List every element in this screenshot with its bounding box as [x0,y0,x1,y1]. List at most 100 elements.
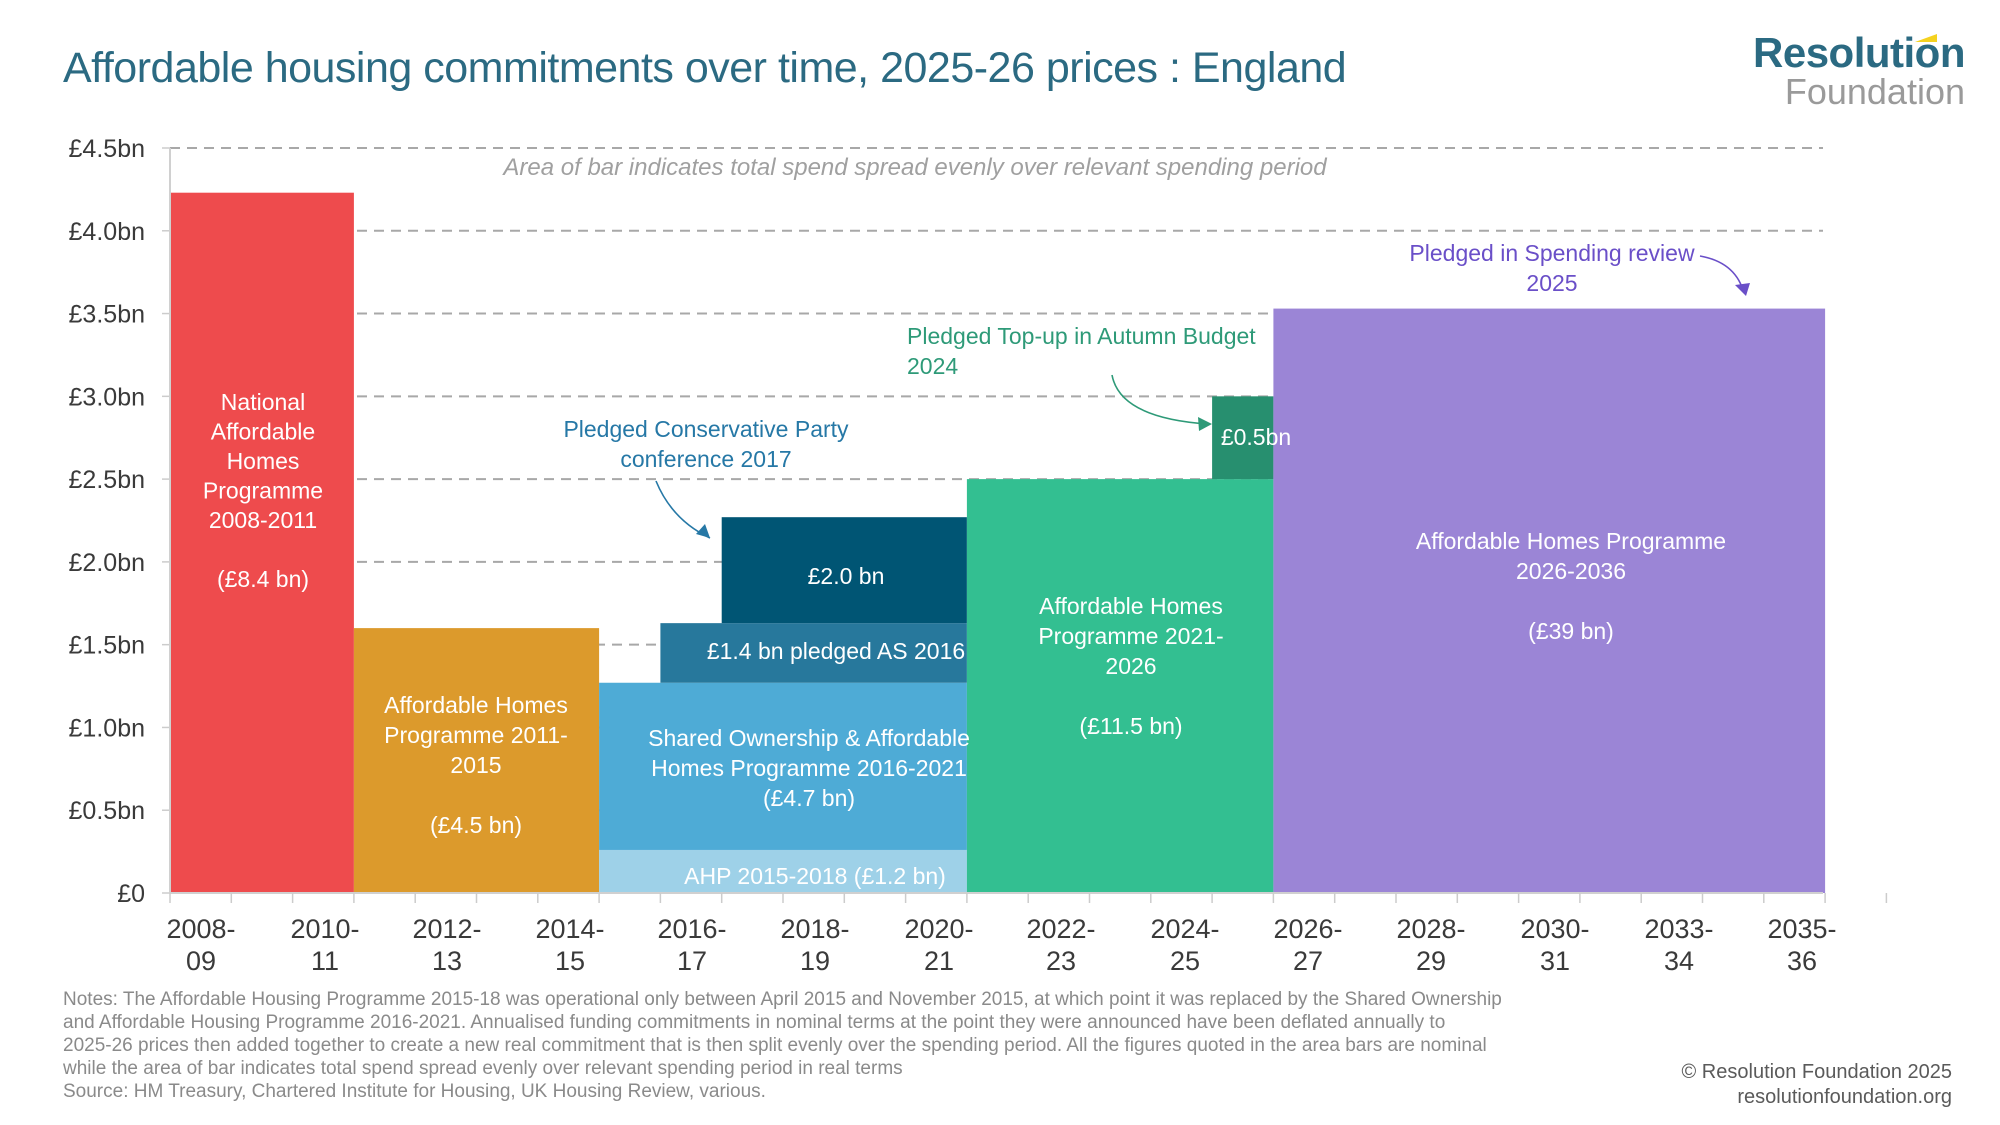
conservative-2017-annotation: Pledged Conservative Party conference 201… [563,416,849,472]
x-tick-label: 2024- [1150,914,1219,944]
bar-label-line: 2015 [450,752,501,778]
logo-wordmark-bottom: Foundation [1784,71,1965,112]
x-tick-label: 2008- [166,914,235,944]
bar-label-line: Affordable Homes [1039,593,1223,619]
annotation-line: Pledged Conservative Party [563,416,849,442]
website-link[interactable]: resolutionfoundation.org [1737,1086,1952,1108]
annotation-line: Pledged in Spending review [1409,240,1695,266]
bar-shared-ownership-ahp-2016-2021 [599,682,967,850]
annotation-line: Pledged Top-up in Autumn Budget [907,323,1256,349]
x-tick-label: 29 [1416,946,1446,976]
annotation-line: conference 2017 [620,446,791,472]
bar-label-line: Programme 2021- [1038,623,1223,649]
x-tick-label: 23 [1046,946,1076,976]
bar-label-line: (£8.4 bn) [217,566,309,592]
x-tick-label: 2035- [1767,914,1836,944]
bar-label-line: Affordable [211,419,315,445]
chart-notes: Notes: The Affordable Housing Programme … [63,988,1663,1103]
bar-affordable-homes-programme-2026-2036 [1273,308,1826,894]
y-tick-label: £1.0bn [69,714,145,742]
copyright-block: © Resolution Foundation 2025 resolutionf… [1682,1060,1952,1110]
bar-label-line: Affordable Homes [384,692,568,718]
bar-national-affordable-homes-programme [170,192,354,893]
bar-label-line: Affordable Homes Programme [1416,528,1726,554]
x-tick-label: 13 [432,946,462,976]
chart-subtitle: Area of bar indicates total spend spread… [501,154,1327,181]
x-tick-label: 2016- [657,914,726,944]
source-line: Source: HM Treasury, Chartered Institute… [63,1081,766,1102]
copyright-text: © Resolution Foundation 2025 [1681,1061,1952,1083]
x-tick-label: 2030- [1520,914,1589,944]
notes-line: Notes: The Affordable Housing Programme … [63,989,1502,1010]
arrowhead-icon [1735,283,1750,296]
bar-label-line: Homes [227,448,300,474]
y-tick-label: £2.0bn [69,549,145,577]
bar-label-line: 2026 [1105,653,1156,679]
bar-label-line: (£11.5 bn) [1079,713,1182,739]
logo-flag-icon [1915,34,1937,42]
bar-label-autumn-budget-2024-topup: £0.5bn [1221,424,1291,450]
bar-label-pledged-as-2016: £1.4 bn pledged AS 2016 [707,638,965,664]
bar-label-affordable-homes-programme-2026-2036: Affordable Homes Programme 2026-2036 (£39 … [1416,528,1726,644]
bar-pledged-as-2016 [660,623,967,683]
chart-title: Affordable housing commitments over time… [63,44,1347,92]
x-tick-label: 2010- [290,914,359,944]
bar-label-affordable-homes-programme-2021-2026: Affordable Homes Programme 2021- 2026 (£11.… [1038,593,1223,739]
bar-label-line: £1.4 bn pledged AS 2016 [707,638,965,664]
axes: £0 £0.5bn £1.0bn £1.5bn £2.0bn £2.5bn £3.0bn £3… [69,135,1888,976]
x-tick-label: 2014- [535,914,604,944]
annotation-line: 2024 [907,353,958,379]
y-tick-label: £2.5bn [69,466,145,494]
annotation-arrow [1111,374,1209,425]
autumn-budget-2024-annotation: Pledged Top-up in Autumn Budget 2024 [907,323,1256,379]
bar-label-national-affordable-homes-programme: National Affordable Homes Programme 2008-201… [203,389,323,592]
x-tick-label: 34 [1664,946,1694,976]
x-tick-label: 2033- [1644,914,1713,944]
bars: National Affordable Homes Programme 2008-201… [170,192,1826,894]
bar-label-line: AHP 2015-2018 (£1.2 bn) [684,863,946,889]
bar-label-ahp-2015-2018: AHP 2015-2018 (£1.2 bn) [684,863,946,889]
notes-line: while the area of bar indicates total sp… [63,1058,903,1079]
y-tick-label: £0 [117,880,145,908]
y-tick-label: £3.0bn [69,383,145,411]
x-tick-label: 2026- [1273,914,1342,944]
bar-label-line: Programme [203,478,323,504]
x-tick-label: 09 [186,946,216,976]
bar-label-line: 2026-2036 [1516,558,1626,584]
bar-label-pledged-conservative-2017: £2.0 bn [808,563,885,589]
x-tick-label: 11 [311,946,339,976]
bar-label-line: (£39 bn) [1528,618,1614,644]
x-tick-label: 2022- [1026,914,1095,944]
bar-label-line: National [221,389,305,415]
bar-affordable-homes-programme-2011-2015 [353,628,600,893]
bar-pledged-conservative-2017 [721,517,967,624]
bar-label-line: £2.0 bn [808,563,885,589]
x-tick-label: 15 [555,946,585,976]
x-tick-label: 27 [1293,946,1323,976]
bar-label-line: (£4.7 bn) [763,785,855,811]
x-tick-label: 36 [1787,946,1817,976]
x-tick-label: 19 [800,946,830,976]
bar-label-line: Programme 2011- [384,722,568,748]
y-tick-label: £1.5bn [69,632,145,660]
bar-affordable-homes-programme-2021-2026 [966,479,1274,893]
annotations: Pledged Conservative Party conference 201… [563,240,1750,539]
x-tick-label: 21 [924,946,954,976]
spending-review-2025-annotation: Pledged in Spending review 2025 [1409,240,1695,296]
x-tick-label: 2028- [1396,914,1465,944]
bar-label-line: £0.5bn [1221,424,1291,450]
x-tick-label: 25 [1170,946,1200,976]
x-tick-label: 2012- [412,914,481,944]
bar-label-affordable-homes-programme-2011-2015: Affordable Homes Programme 2011- 2015 (£4.5… [384,692,568,838]
annotation-line: 2025 [1526,270,1577,296]
arrowhead-icon [696,524,710,538]
y-tick-label: £3.5bn [69,301,145,329]
bar-label-line: Homes Programme 2016-2021 [651,755,967,781]
x-tick-label: 2020- [904,914,973,944]
resolution-foundation-logo: Resolution Foundation [1735,32,1966,112]
arrowhead-icon [1198,417,1212,431]
bar-autumn-budget-2024-topup [1212,396,1274,480]
y-tick-label: £4.0bn [69,218,145,246]
bar-ahp-2015-2018 [599,849,967,893]
